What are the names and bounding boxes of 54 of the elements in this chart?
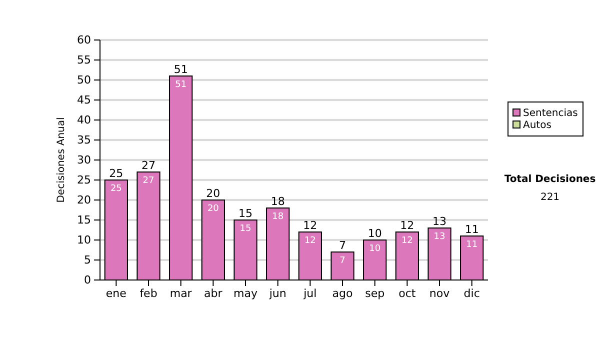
total-label: 27	[142, 159, 156, 172]
data-label: 12	[401, 236, 413, 246]
y-tick-label: 10	[77, 234, 91, 247]
data-label: 20	[207, 204, 220, 214]
y-tick-label: 50	[77, 74, 91, 87]
total-label: 7	[339, 239, 346, 252]
text: Total Decisiones	[504, 174, 596, 185]
total-label: 12	[400, 219, 414, 232]
x-tick-label: mar	[170, 286, 192, 300]
data-label: 15	[240, 224, 252, 234]
x-tick-label: oct	[398, 286, 416, 300]
x-tick-label: nov	[429, 286, 450, 300]
y-tick-label: 30	[77, 154, 91, 167]
total-label: 25	[109, 167, 124, 180]
y-tick-label: 45	[77, 94, 91, 107]
y-tick-label: 15	[77, 214, 91, 227]
data-label: 25	[110, 184, 122, 194]
data-label: 7	[340, 256, 346, 266]
total-label: 11	[464, 223, 479, 236]
x-tick-label: ago	[332, 286, 353, 300]
y-tick-label: 5	[84, 254, 91, 267]
x-tick-label: dic	[464, 286, 480, 300]
total-label: 15	[238, 207, 252, 220]
y-tick-label: 0	[84, 274, 91, 287]
total-label: 51	[174, 63, 188, 76]
x-tick-label: may	[234, 286, 258, 300]
x-tick-label: jul	[302, 286, 317, 300]
y-tick-label: 40	[77, 114, 91, 127]
text: 221	[540, 192, 560, 203]
y-tick-label: 55	[77, 54, 91, 67]
data-label: 11	[466, 240, 478, 250]
data-label: 51	[175, 80, 187, 90]
legend-label: Autos	[523, 120, 552, 131]
total-label: 13	[432, 215, 446, 228]
total-label: 10	[368, 227, 382, 240]
total-label: 12	[303, 219, 318, 232]
x-tick-label: ene	[106, 286, 127, 300]
total-label: 18	[270, 195, 285, 208]
y-tick-label: 20	[77, 194, 91, 207]
x-tick-label: abr	[204, 286, 223, 300]
x-tick-label: sep	[365, 286, 385, 300]
y-tick-label: 35	[77, 134, 91, 147]
x-tick-label: jun	[268, 286, 286, 300]
y-tick-label: 25	[77, 174, 91, 187]
legend-label: Sentencias	[523, 108, 578, 119]
y-tick-label: 60	[77, 34, 91, 47]
x-tick-label: feb	[140, 286, 158, 300]
data-label: 10	[369, 244, 381, 254]
data-label: 13	[434, 232, 446, 242]
data-label: 27	[142, 176, 154, 186]
data-label: 18	[272, 212, 284, 222]
y-axis-title: Decisiones Anual	[56, 117, 67, 203]
data-label: 12	[304, 236, 316, 246]
total-label: 20	[206, 187, 220, 200]
